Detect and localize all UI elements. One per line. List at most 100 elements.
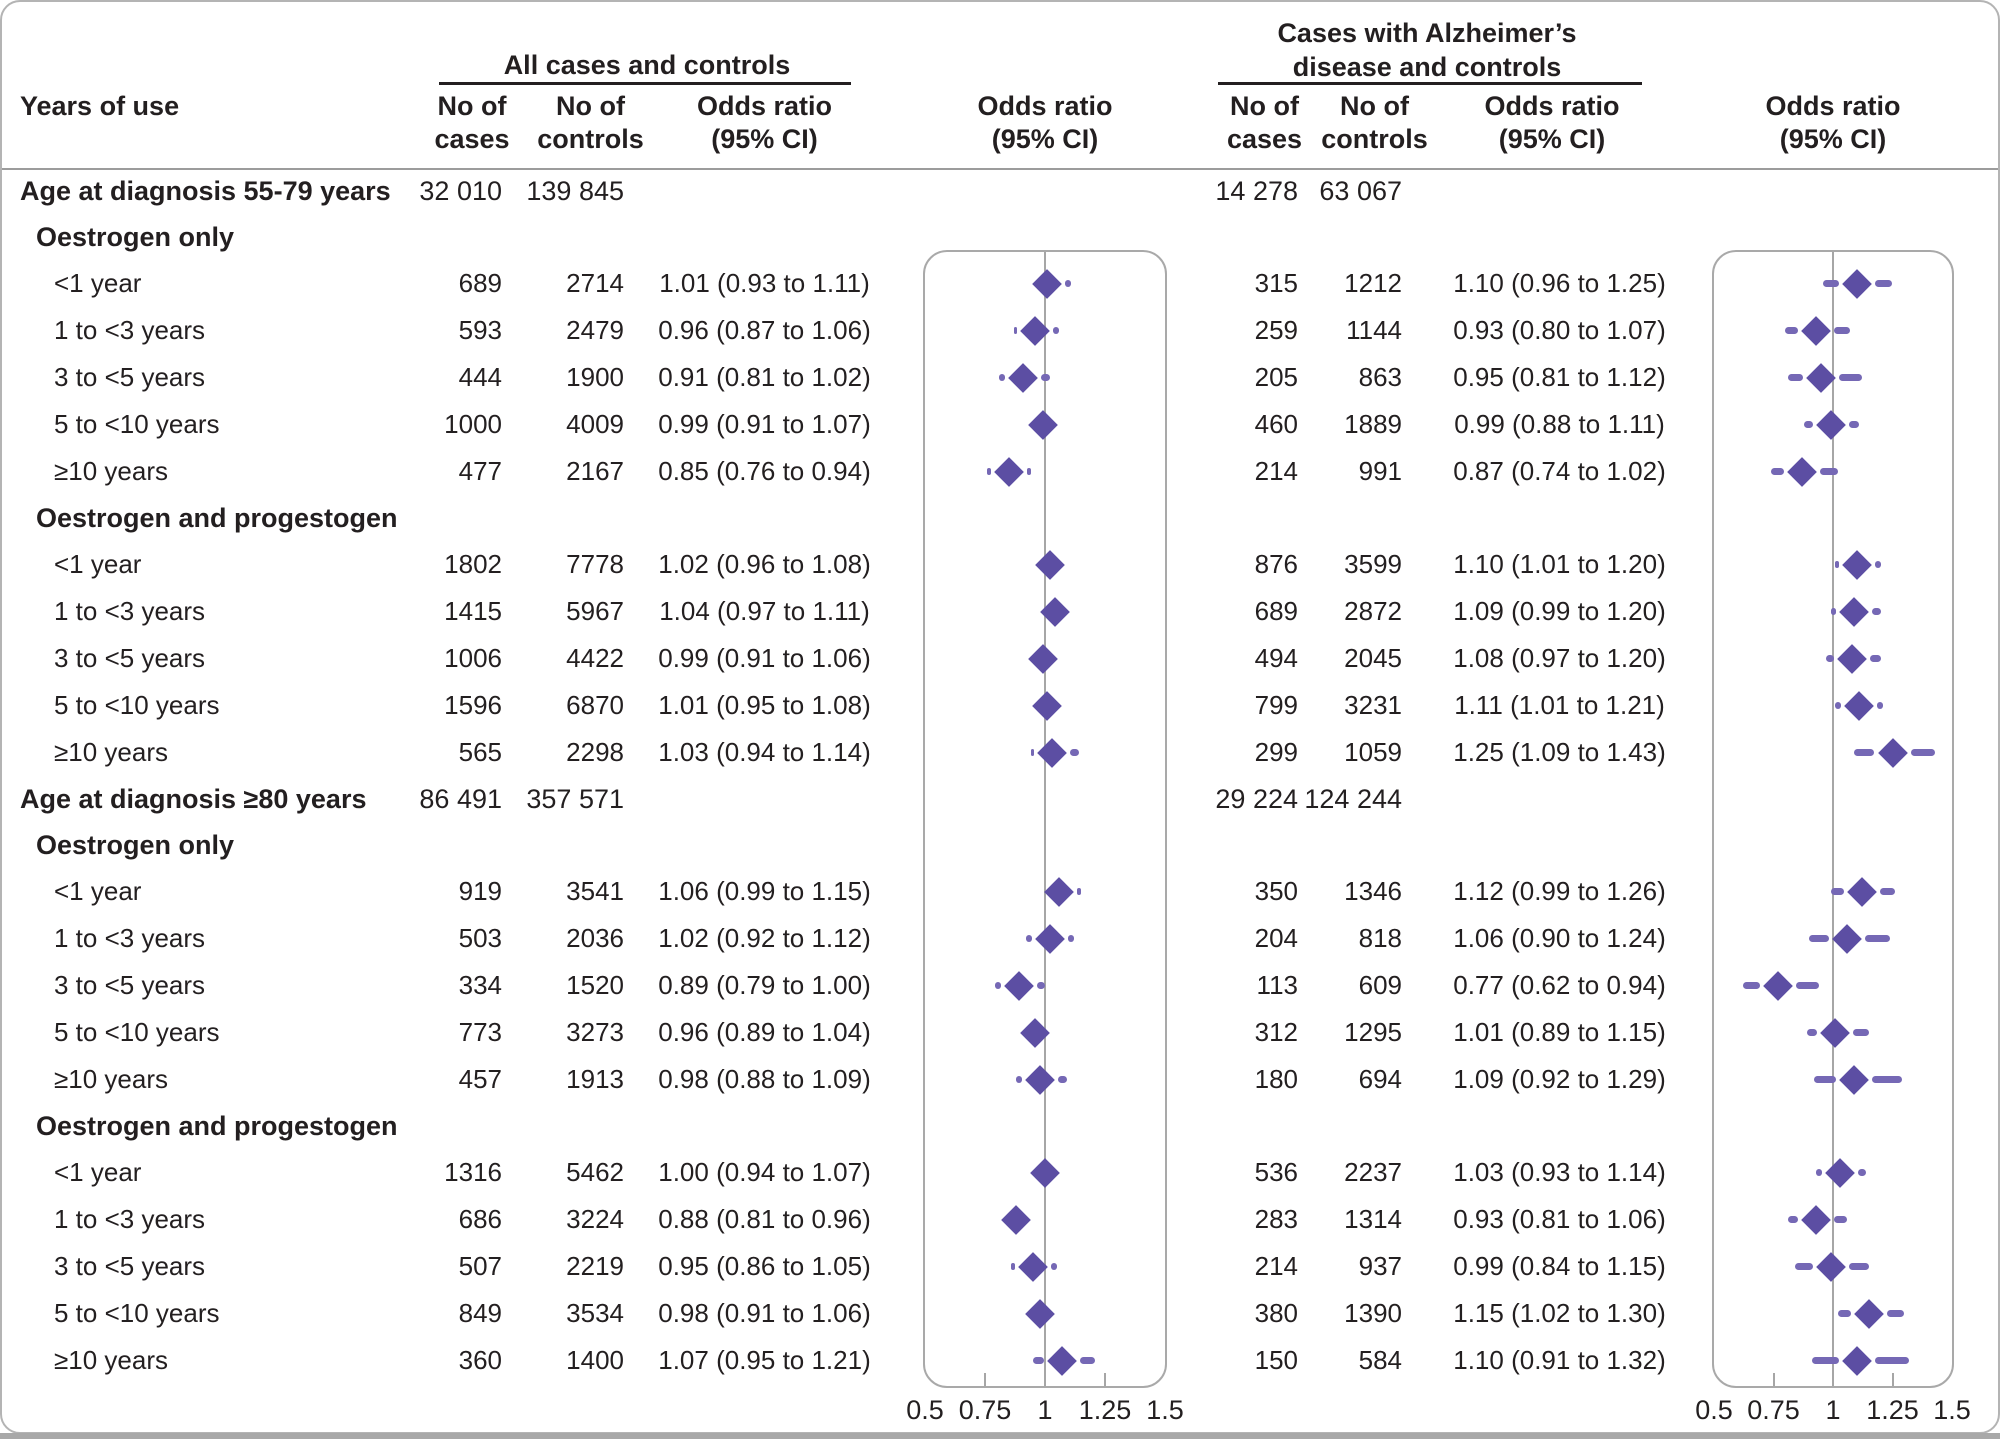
point-diamond [1008,362,1039,393]
table-row: 3 to <5 years 444 1900 0.91 (0.81 to 1.02) 2… [2,354,1998,401]
cases-value: 1596 [444,690,502,720]
forest-marker [925,588,1165,635]
ci-line-left [1811,1357,1839,1364]
header-divider [2,168,1998,170]
x-axis-label: 1.25 [1078,1395,1132,1425]
odds-ratio-value: 1.01 (0.95 to 1.08) [658,690,871,720]
ci-line-left [1837,1310,1851,1317]
controls-value: 2167 [566,456,624,486]
ci-line-right [1077,888,1081,895]
point-diamond [1032,690,1063,721]
point-diamond [1763,970,1794,1001]
table-row: ≥10 years 360 1400 1.07 (0.95 to 1.21) 150 58… [2,1337,1998,1384]
row-label: ≥10 years [54,1345,168,1375]
cases-value: 259 [1254,315,1298,345]
odds-ratio-value: 1.02 (0.92 to 1.12) [658,923,871,953]
odds-ratio-value: 1.01 (0.89 to 1.15) [1453,1017,1666,1047]
ci-line-left [1787,1216,1799,1223]
x-axis-label: 0.75 [1747,1395,1800,1425]
cases-value: 360 [458,1345,502,1375]
ci-line-left [1794,1263,1813,1270]
odds-ratio-value: 1.01 (0.93 to 1.11) [659,268,870,298]
forest-marker [1714,307,1952,354]
point-diamond [1030,1157,1060,1188]
col-header-text: (95% CI) [991,124,1099,154]
forest-marker [1714,448,1952,495]
ci-line-right [1853,1029,1869,1036]
ci-line-left [1809,935,1830,942]
forest-marker [1714,1196,1952,1243]
odds-ratio-value: 1.06 (0.99 to 1.15) [658,876,871,906]
odds-ratio-value: 1.02 (0.96 to 1.08) [658,549,871,579]
forest-marker [1714,1337,1952,1384]
ci-line-right [1053,327,1060,334]
x-axis-label: 0.75 [958,1395,1012,1425]
controls-value: 3534 [566,1298,624,1328]
table-row: 5 to <10 years 773 3273 0.96 (0.89 to 1.04)… [2,1009,1998,1056]
col-header-text: Odds ratio [1484,91,1620,121]
axis-tick [1044,1373,1046,1386]
cases-value: 444 [458,362,502,392]
forest-marker [925,962,1165,1009]
forest-marker [925,915,1165,962]
point-diamond [1844,690,1875,721]
cases-value: 593 [458,315,502,345]
controls-value: 3599 [1344,549,1402,579]
x-axis-label: 1.5 [1146,1395,1184,1425]
ci-line-left [1830,888,1844,895]
cases-value: 876 [1254,549,1298,579]
row-label: 1 to <3 years [54,923,206,953]
col-header-controls-left: No of controls [518,90,663,156]
forest-marker [925,401,1165,448]
cases-value: 773 [458,1017,502,1047]
ci-line-right [1879,888,1895,895]
forest-marker [925,354,1165,401]
ci-line-right [1877,702,1883,709]
point-diamond [1801,1204,1832,1235]
cases-value: 799 [1254,690,1298,720]
cases-value: 315 [1254,268,1298,298]
col-header-text: controls [537,124,644,154]
controls-value: 1520 [566,970,624,1000]
ci-line-left [999,374,1006,381]
odds-ratio-value: 1.00 (0.94 to 1.07) [658,1157,871,1187]
forest-marker [1714,401,1952,448]
odds-ratio-value: 0.95 (0.86 to 1.05) [658,1251,871,1281]
odds-ratio-value: 1.04 (0.97 to 1.11) [659,596,870,626]
row-label: 3 to <5 years [54,970,206,1000]
forest-marker [1714,1149,1952,1196]
forest-marker [925,868,1165,915]
section-header-row: Age at diagnosis ≥80 years 86 491 357 571 2… [2,776,1998,822]
forest-marker [925,1337,1165,1384]
ci-line-right [1058,1076,1067,1083]
point-diamond [1018,1251,1048,1282]
controls-value: 1295 [1344,1017,1402,1047]
cases-value: 919 [458,876,502,906]
ci-line-right [1870,655,1881,662]
ci-line-right [1820,468,1838,475]
controls-value: 3231 [1344,690,1402,720]
point-diamond [1841,268,1872,299]
cases-value: 334 [458,970,502,1000]
cases-value: 283 [1254,1204,1298,1234]
reference-line [1044,252,1046,1386]
ci-line-left [1013,327,1018,334]
odds-ratio-value: 1.10 (0.96 to 1.25) [1453,268,1666,298]
ci-line-right [1796,982,1819,989]
col-header-text: No of [556,91,625,121]
cases-value: 689 [1254,596,1298,626]
row-label: Oestrogen and progestogen [36,1111,398,1141]
odds-ratio-value: 1.10 (0.91 to 1.32) [1453,1345,1666,1375]
controls-value: 2237 [1344,1157,1402,1187]
group-underline-right [1218,82,1642,85]
ci-line-left [1033,1357,1044,1364]
odds-ratio-value: 1.10 (1.01 to 1.20) [1453,549,1666,579]
col-header-odds-ratio-right: Odds ratio (95% CI) [1427,90,1677,156]
col-header-text: Odds ratio [696,91,832,121]
point-diamond [1801,315,1832,346]
controls-value: 5462 [566,1157,624,1187]
row-label: <1 year [54,549,142,579]
odds-ratio-value: 1.06 (0.90 to 1.24) [1453,923,1666,953]
controls-value: 694 [1358,1064,1402,1094]
controls-value: 4009 [566,409,624,439]
